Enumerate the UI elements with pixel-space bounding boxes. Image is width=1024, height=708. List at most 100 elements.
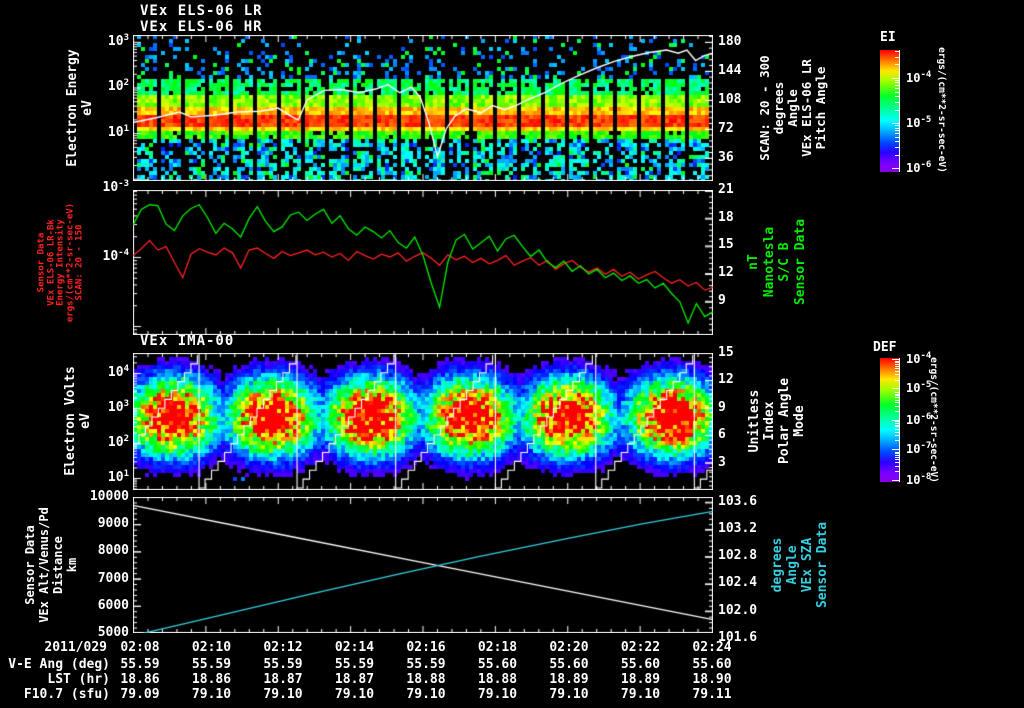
table-cell: 55.59 (263, 657, 303, 672)
colorbar-minor-tick (895, 421, 900, 423)
colorbar-minor-tick (895, 422, 900, 424)
colorbar1-label: EI (880, 30, 896, 45)
table-cell: 79.09 (120, 687, 160, 702)
time-label: 02:08 (120, 640, 160, 655)
colorbar-tick-label: 10-5 (906, 380, 932, 396)
table-cell: 55.60 (477, 657, 518, 672)
colorbar-minor-tick (895, 88, 900, 90)
colorbar-minor-tick (895, 56, 900, 58)
table-cell: 18.87 (334, 672, 375, 687)
row-label-lst: LST (hr) (47, 672, 110, 687)
axis-tick-label: 15 (718, 344, 734, 360)
colorbar-tick-label: 10-4 (906, 70, 932, 86)
axis-tick-label: 108 (718, 91, 742, 107)
axis-tick-label: 21 (718, 182, 734, 197)
colorbar-minor-tick (895, 431, 900, 433)
table-cell: 79.10 (406, 687, 446, 702)
axis-tick-label: 101 (107, 468, 129, 485)
colorbar-minor-tick (895, 461, 900, 463)
ephemeris-plot (133, 497, 713, 633)
axis-tick-label: 101.6 (718, 629, 758, 645)
colorbar-tick-label: 10-5 (906, 115, 932, 131)
colorbar-tick-label: 10-6 (906, 160, 932, 176)
axis-tick-label: 144 (718, 62, 742, 78)
colorbar-minor-tick (895, 395, 900, 397)
axis-label-line: Angle (785, 545, 800, 585)
colorbar-tick (892, 168, 900, 170)
axis-label-line: VEx SZA (800, 537, 815, 593)
axis-tick-label: 18 (718, 209, 734, 225)
panel1-title-lr: VEx ELS-06 LR (140, 3, 263, 19)
axis-tick-label: 8000 (97, 543, 129, 559)
table-cell: 18.86 (191, 672, 232, 687)
axis-label-line: Pitch Angle (813, 66, 828, 150)
colorbar-minor-tick (895, 136, 900, 138)
axis-tick-label: 9000 (97, 516, 129, 532)
time-label: 02:20 (549, 640, 589, 655)
els-spectrogram (133, 35, 713, 181)
colorbar-minor-tick (895, 379, 900, 381)
table-cell: 18.87 (263, 672, 303, 687)
axis-tick-label: 101 (107, 124, 129, 141)
colorbar-tick-label: 10-6 (906, 412, 932, 427)
colorbar-minor-tick (895, 82, 900, 84)
colorbar-minor-tick (895, 133, 900, 135)
colorbar-els (880, 50, 900, 172)
axis-tick-label: 103.6 (718, 493, 758, 509)
colorbar-minor-tick (895, 470, 900, 472)
axis-label-line: Sensor Data (815, 521, 830, 609)
colorbar-minor-tick (895, 80, 900, 82)
colorbar-minor-tick (895, 397, 900, 399)
colorbar-minor-tick (895, 91, 900, 93)
colorbar-minor-tick (895, 411, 900, 413)
colorbar-minor-tick (895, 370, 900, 372)
colorbar-minor-tick (895, 399, 900, 401)
colorbar-minor-tick (895, 406, 900, 408)
axis-tick-label: 5000 (97, 625, 129, 640)
colorbar-minor-tick (895, 96, 900, 98)
colorbar-minor-tick (895, 465, 900, 467)
table-cell: 79.10 (263, 687, 303, 702)
axis-tick-label: 10000 (89, 489, 129, 504)
colorbar2-label: DEF (873, 340, 897, 355)
colorbar-minor-tick (895, 392, 900, 394)
colorbar-tick (892, 359, 900, 361)
colorbar-tick-label: 10-8 (906, 471, 932, 487)
table-cell: 18.86 (120, 672, 160, 687)
colorbar-minor-tick (895, 125, 900, 127)
time-label: 02:14 (334, 640, 375, 655)
colorbar-minor-tick (895, 428, 900, 430)
axis-tick-label: 103.2 (718, 520, 758, 536)
colorbar-minor-tick (895, 64, 900, 66)
axis-tick-label: 104 (107, 363, 129, 380)
colorbar-minor-tick (895, 362, 900, 364)
table-cell: 55.59 (334, 657, 375, 672)
row-label-ve-ang: V-E Ang (deg) (8, 657, 110, 672)
table-cell: 79.10 (477, 687, 518, 702)
axis-tick-label: 12 (718, 372, 734, 388)
colorbar-minor-tick (895, 365, 900, 367)
table-cell: 55.60 (549, 657, 589, 672)
eph-right-axis-label: degrees Angle VEx SZA Sensor Data (770, 460, 830, 670)
table-cell: 18.89 (620, 672, 661, 687)
time-label: 02:16 (406, 640, 446, 655)
panel1-title-hr: VEx ELS-06 HR (140, 19, 263, 35)
colorbar-minor-tick (895, 393, 900, 395)
colorbar-minor-tick (895, 440, 900, 442)
axis-tick-label: 10-4 (102, 247, 130, 264)
table-cell: 55.60 (620, 657, 661, 672)
colorbar-minor-tick (895, 146, 900, 148)
colorbar-minor-tick (895, 456, 900, 458)
axis-tick-label: 15 (718, 237, 734, 253)
table-cell: 79.10 (334, 687, 375, 702)
table-cell: 55.59 (406, 657, 446, 672)
axis-tick-label: 72 (718, 120, 734, 136)
magnetometer-plot (133, 190, 713, 335)
axis-tick-label: 103 (107, 398, 129, 415)
time-label: 02:10 (191, 640, 232, 655)
axis-tick-label: 180 (718, 34, 742, 49)
table-cell: 55.59 (191, 657, 232, 672)
table-cell: 79.10 (620, 687, 661, 702)
table-cell: 18.89 (549, 672, 589, 687)
